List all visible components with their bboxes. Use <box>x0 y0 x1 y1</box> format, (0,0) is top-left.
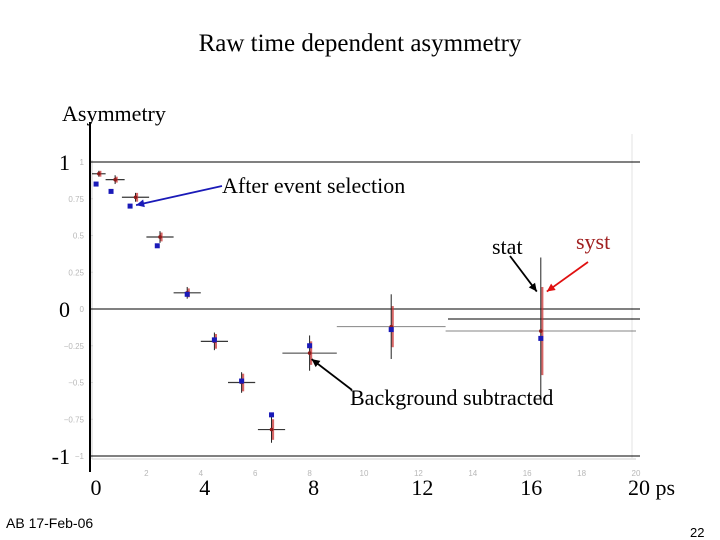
after-selection-point <box>93 181 99 187</box>
bg-subtracted-point <box>158 235 162 239</box>
faint-x-tick-label: 6 <box>253 469 258 478</box>
faint-x-tick-label: 18 <box>577 469 586 478</box>
faint-x-tick-label: 20 <box>632 469 641 478</box>
background-subtracted-arrow <box>311 358 353 391</box>
bg-subtracted-point <box>113 177 117 182</box>
faint-y-tick-label: 1 <box>80 158 85 167</box>
faint-x-tick-label: 12 <box>414 469 423 478</box>
faint-y-tick-label: 0.25 <box>68 268 84 277</box>
after-selection-point <box>269 412 275 418</box>
faint-x-tick-label: 4 <box>199 469 204 478</box>
faint-y-tick-label: 0 <box>80 305 85 314</box>
x-tick-label: 4 <box>199 475 210 500</box>
faint-x-tick-label: 2 <box>144 469 149 478</box>
after-selection-point <box>211 337 217 343</box>
background-subtracted-arrow-head <box>311 359 321 368</box>
after-selection-point <box>538 335 544 341</box>
after-selection-point <box>127 203 133 209</box>
faint-x-tick-label: 10 <box>360 469 369 478</box>
x-tick-label: 20 ps <box>628 475 675 500</box>
bg-subtracted-point <box>539 329 543 333</box>
faint-y-tick-label: 0.75 <box>68 195 84 204</box>
x-tick-label: 12 <box>411 475 433 500</box>
bg-subtracted-point <box>307 351 312 355</box>
after-selection-arrow-head <box>136 199 145 208</box>
chart-title: Raw time dependent asymmetry <box>198 30 522 57</box>
after-selection-point <box>108 188 114 194</box>
y-tick-label: 0 <box>59 297 70 322</box>
faint-x-tick-label: 8 <box>307 469 312 478</box>
footer-author-date: AB 17-Feb-06 <box>6 515 94 531</box>
faint-x-tick-label: 14 <box>468 469 477 478</box>
after-selection-point <box>388 327 394 333</box>
after-selection-point <box>307 343 313 349</box>
stat-label: stat <box>492 234 523 259</box>
after-selection-point <box>184 291 190 297</box>
y-tick-label: 1 <box>59 150 70 175</box>
stat-arrow-head <box>528 282 537 292</box>
bg-subtracted-point <box>269 427 274 432</box>
x-tick-label: 8 <box>308 475 319 500</box>
faint-y-tick-label: −0.5 <box>68 379 84 388</box>
x-tick-label: 0 <box>91 475 102 500</box>
page-number: 22 <box>690 525 705 540</box>
faint-y-tick-label: −1 <box>75 452 85 461</box>
syst-arrow <box>546 261 589 293</box>
x-tick-label: 16 <box>520 475 542 500</box>
axis-tick-labels: 10-10 4 8 12 16 20 ps <box>52 150 675 500</box>
y-tick-label: -1 <box>52 444 70 469</box>
syst-arrow-head <box>546 283 556 292</box>
background-subtracted-label: Background subtracted <box>350 385 554 410</box>
y-axis-label: Asymmetry <box>62 101 166 126</box>
after-selection-point <box>239 378 245 384</box>
data-points <box>92 170 636 443</box>
annotation-arrows <box>135 185 589 391</box>
after-selection-point <box>154 243 160 249</box>
faint-y-tick-label: 0.5 <box>73 232 85 241</box>
bg-subtracted-point <box>133 195 138 200</box>
axis-reference-lines <box>89 122 640 472</box>
faint-x-tick-label: 16 <box>523 469 532 478</box>
syst-label: syst <box>576 229 611 254</box>
after-event-selection-label: After event selection <box>222 173 406 198</box>
bg-subtracted-point <box>97 171 101 176</box>
faint-y-tick-label: −0.75 <box>64 415 85 424</box>
after-selection-arrow <box>135 185 223 206</box>
faint-y-tick-label: −0.25 <box>64 342 85 351</box>
